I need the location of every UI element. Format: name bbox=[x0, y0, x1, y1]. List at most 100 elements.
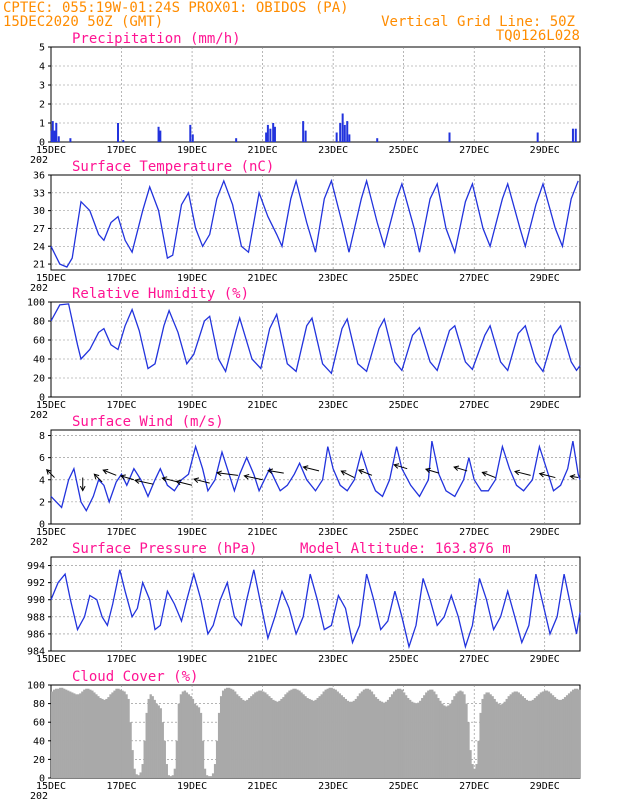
cloud-bar bbox=[541, 691, 545, 778]
cloud-bar bbox=[57, 688, 60, 778]
wind-arrow bbox=[46, 469, 55, 478]
cloud-bar bbox=[483, 694, 486, 778]
precip-bar bbox=[339, 123, 342, 142]
precip-bar bbox=[448, 132, 451, 142]
cloud-bar bbox=[87, 688, 90, 778]
cloud-bar bbox=[495, 701, 498, 778]
cloud-bar bbox=[205, 775, 209, 778]
cloud-bar bbox=[433, 691, 436, 778]
wind-panel: 15DEC 17DEC 19DEC 21DEC 23DEC 25DEC 27DEC 29DEC… bbox=[30, 414, 581, 548]
cloud-bar bbox=[415, 703, 418, 778]
cloud-bar bbox=[312, 700, 315, 778]
cloud-bar bbox=[175, 740, 179, 778]
cloud-bar bbox=[374, 697, 378, 778]
cloud-bar bbox=[294, 688, 297, 778]
cloud-bar bbox=[505, 698, 508, 778]
temperature-x-tick: 27DEC bbox=[459, 273, 489, 284]
wind-arrow bbox=[425, 468, 440, 474]
cloud-bar bbox=[61, 687, 64, 778]
cloud-bar bbox=[533, 698, 537, 778]
precip-panel: 15DEC 17DEC 19DEC 21DEC 23DEC 25DEC 27DEC 29DEC… bbox=[30, 31, 581, 166]
panels: 15DEC 17DEC 19DEC 21DEC 23DEC 25DEC 27DEC 29DEC… bbox=[27, 31, 581, 800]
cloud-bar bbox=[131, 750, 134, 778]
cloud-bar bbox=[240, 698, 243, 778]
cloud-bar bbox=[67, 690, 70, 778]
cloud-x-tick: 23DEC bbox=[318, 781, 348, 792]
wind-arrow bbox=[120, 475, 135, 481]
cloud-bar bbox=[519, 694, 522, 778]
cloud-bar bbox=[300, 692, 303, 778]
precip-bar bbox=[50, 130, 53, 142]
wind-arrow-head bbox=[45, 469, 52, 475]
cloud-bar bbox=[195, 705, 199, 778]
pressure-x-tick: 21DEC bbox=[248, 654, 278, 665]
cloud-bar bbox=[409, 699, 412, 778]
header-grid-line: Vertical Grid Line: 50Z bbox=[381, 14, 575, 30]
cloud-bar bbox=[254, 692, 257, 778]
cloud-bar bbox=[163, 740, 166, 778]
cloud-bar bbox=[493, 698, 496, 778]
cloud-bar bbox=[437, 698, 440, 778]
cloud-bar bbox=[499, 704, 502, 778]
wind-arrow bbox=[244, 475, 263, 481]
cloud-bar bbox=[515, 691, 518, 778]
cloud-bar bbox=[173, 768, 177, 778]
cloud-bar bbox=[308, 698, 311, 778]
precip-x-corner: 202 bbox=[30, 155, 48, 166]
cloud-y-tick: 80 bbox=[33, 699, 45, 710]
temperature-y-tick: 21 bbox=[33, 260, 45, 271]
cloud-bar bbox=[228, 687, 231, 778]
cloud-bar bbox=[193, 703, 197, 778]
cloud-bar bbox=[55, 688, 58, 778]
precip-frame bbox=[50, 46, 581, 143]
cloud-bar bbox=[183, 690, 187, 778]
cloud-bar bbox=[75, 694, 78, 778]
cloud-bar bbox=[419, 700, 422, 778]
cloud-bar bbox=[266, 694, 269, 778]
cloud-bar bbox=[99, 698, 102, 778]
cloud-bar bbox=[223, 688, 227, 778]
cloud-bar bbox=[97, 696, 100, 778]
humidity-y-tick: 20 bbox=[33, 374, 45, 385]
cloud-bar bbox=[211, 773, 215, 778]
precip-bar bbox=[189, 124, 192, 142]
cloud-bar bbox=[129, 722, 132, 778]
wind-arrow-head bbox=[514, 469, 520, 476]
pressure-x-tick: 19DEC bbox=[177, 654, 207, 665]
wind-arrow bbox=[217, 472, 238, 476]
cloud-bar bbox=[380, 701, 384, 778]
cloud-bar bbox=[217, 712, 221, 778]
cloud-bar bbox=[467, 722, 470, 778]
cloud-bar bbox=[189, 696, 193, 778]
cloud-bar bbox=[547, 691, 551, 778]
precip-x-tick: 21DEC bbox=[248, 145, 278, 156]
cloud-bar bbox=[575, 688, 579, 778]
cloud-bar bbox=[354, 698, 358, 778]
cloud-bar bbox=[69, 691, 72, 778]
cloud-bar bbox=[350, 701, 354, 778]
precip-bar bbox=[574, 128, 577, 142]
wind-arrow-head bbox=[424, 467, 431, 474]
cloud-bar bbox=[382, 702, 386, 778]
temperature-x-tick: 19DEC bbox=[177, 273, 207, 284]
pressure-x-tick: 29DEC bbox=[530, 654, 560, 665]
wind-arrow bbox=[103, 469, 117, 476]
cloud-bar bbox=[356, 696, 360, 778]
cloud-bar bbox=[125, 694, 128, 778]
temperature-title: Surface Temperature (nC) bbox=[72, 159, 274, 175]
cloud-bar bbox=[151, 696, 154, 778]
cloud-bar bbox=[187, 694, 191, 778]
wind-x-tick: 27DEC bbox=[459, 527, 489, 538]
cloud-bar bbox=[392, 691, 396, 778]
cloud-bar bbox=[402, 692, 406, 778]
precip-bar bbox=[69, 138, 72, 142]
temperature-series-line bbox=[50, 178, 579, 268]
wind-frame bbox=[50, 429, 581, 525]
precip-bar bbox=[122, 140, 125, 142]
cloud-bar bbox=[539, 692, 543, 778]
cloud-bar bbox=[256, 691, 259, 778]
cloud-bar bbox=[461, 691, 464, 778]
cloud-bar bbox=[278, 700, 281, 778]
cloud-bar bbox=[169, 776, 172, 778]
humidity-x-tick: 27DEC bbox=[459, 400, 489, 411]
